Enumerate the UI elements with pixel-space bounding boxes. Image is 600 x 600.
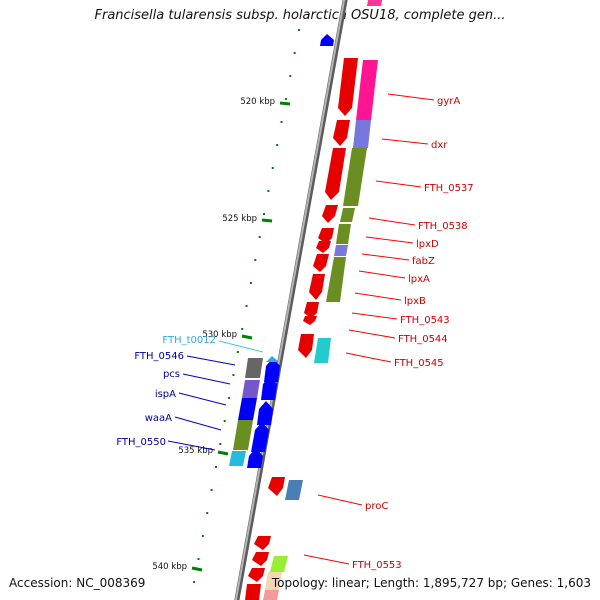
right-leader-lines [303,93,435,565]
category-feature[interactable] [245,358,263,378]
gene-label-fth-0546[interactable]: FTH_0546 [134,351,184,362]
gene-feature[interactable] [313,254,329,272]
gene-feature[interactable] [333,120,350,146]
trna-feature[interactable] [266,356,279,362]
gene-feature[interactable] [304,302,319,318]
gene-feature[interactable] [322,205,338,223]
gene-feature[interactable] [261,376,277,400]
category-feature[interactable] [233,420,253,450]
gene-label-fth-0543[interactable]: FTH_0543 [400,315,450,326]
genome-summary-label: Topology: linear; Length: 1,895,727 bp; … [271,576,591,590]
tick-mark-525 [261,218,273,223]
gene-label-fabz[interactable]: fabZ [412,256,435,267]
gene-label-proc[interactable]: proC [365,501,388,512]
category-feature[interactable] [336,224,351,244]
tick-mark-520 [279,101,291,106]
category-feature[interactable] [343,148,367,206]
gene-label-waaa[interactable]: waaA [145,413,172,424]
category-feature[interactable] [367,0,382,6]
gene-feature[interactable] [303,316,317,325]
gene-feature[interactable] [268,477,285,496]
gene-label-fth-0538[interactable]: FTH_0538 [418,221,468,232]
gene-feature[interactable] [298,334,314,358]
backbone-line [234,0,348,600]
gene-feature[interactable] [245,584,261,600]
accession-label: Accession: NC_008369 [9,576,146,590]
gene-feature[interactable] [309,274,325,300]
gene-label-fth-t0012[interactable]: FTH_t0012 [162,335,216,346]
left-leader-lines [167,340,264,451]
tick-label-535: 535 kbp [178,446,213,456]
category-feature[interactable] [334,245,348,256]
tick-mark-540 [191,566,203,572]
forward-strand-features [247,34,334,468]
gene-feature[interactable] [248,568,265,582]
category-feature[interactable] [326,257,346,302]
category-feature[interactable] [242,380,260,398]
gene-label-lpxa[interactable]: lpxA [408,274,430,285]
gene-label-fth-0553[interactable]: FTH_0553 [352,560,402,571]
gene-label-gyra[interactable]: gyrA [437,96,460,107]
category-feature[interactable] [229,451,246,466]
gene-feature[interactable] [257,401,273,425]
gene-feature[interactable] [247,448,263,468]
tick-label-530: 530 kbp [202,330,237,340]
rna-feature [266,356,279,362]
tick-mark-530 [241,334,253,340]
tick-mark-535 [217,450,229,456]
gene-feature[interactable] [252,552,269,566]
tick-marks [191,101,291,572]
gene-feature[interactable] [254,536,271,550]
category-feature[interactable] [270,556,288,572]
gene-label-fth-0550[interactable]: FTH_0550 [116,437,166,448]
gene-label-ispa[interactable]: ispA [155,389,176,400]
category-feature[interactable] [265,572,282,590]
gene-feature[interactable] [316,241,331,253]
gene-label-fth-0545[interactable]: FTH_0545 [394,358,444,369]
gene-feature[interactable] [318,228,334,244]
tick-label-525: 525 kbp [222,214,257,224]
gene-label-dxr[interactable]: dxr [431,140,448,151]
category-feature[interactable] [340,208,355,222]
gene-feature[interactable] [320,34,334,46]
map-title: Francisella tularensis subsp. holarctica… [94,8,506,23]
tick-label-540: 540 kbp [152,562,187,572]
category-feature[interactable] [263,590,279,600]
category-feature[interactable] [356,60,378,120]
gene-label-fth-0544[interactable]: FTH_0544 [398,334,448,345]
gene-label-lpxd[interactable]: lpxD [416,239,439,250]
ruler-dots [193,29,300,583]
category-features [263,0,382,600]
gene-label-lpxb[interactable]: lpxB [404,296,426,307]
gene-label-pcs[interactable]: pcs [163,369,180,380]
gene-feature[interactable] [251,422,269,452]
left-category-features [229,358,263,466]
tick-label-520: 520 kbp [240,97,275,107]
category-feature[interactable] [314,338,331,363]
reverse-strand-features [245,0,382,600]
gene-feature[interactable] [325,148,346,200]
gene-feature[interactable] [264,358,280,382]
category-feature[interactable] [285,480,303,500]
category-feature[interactable] [238,398,257,420]
category-feature[interactable] [353,120,371,148]
gene-feature[interactable] [338,58,358,116]
gene-label-fth-0537[interactable]: FTH_0537 [424,183,474,194]
